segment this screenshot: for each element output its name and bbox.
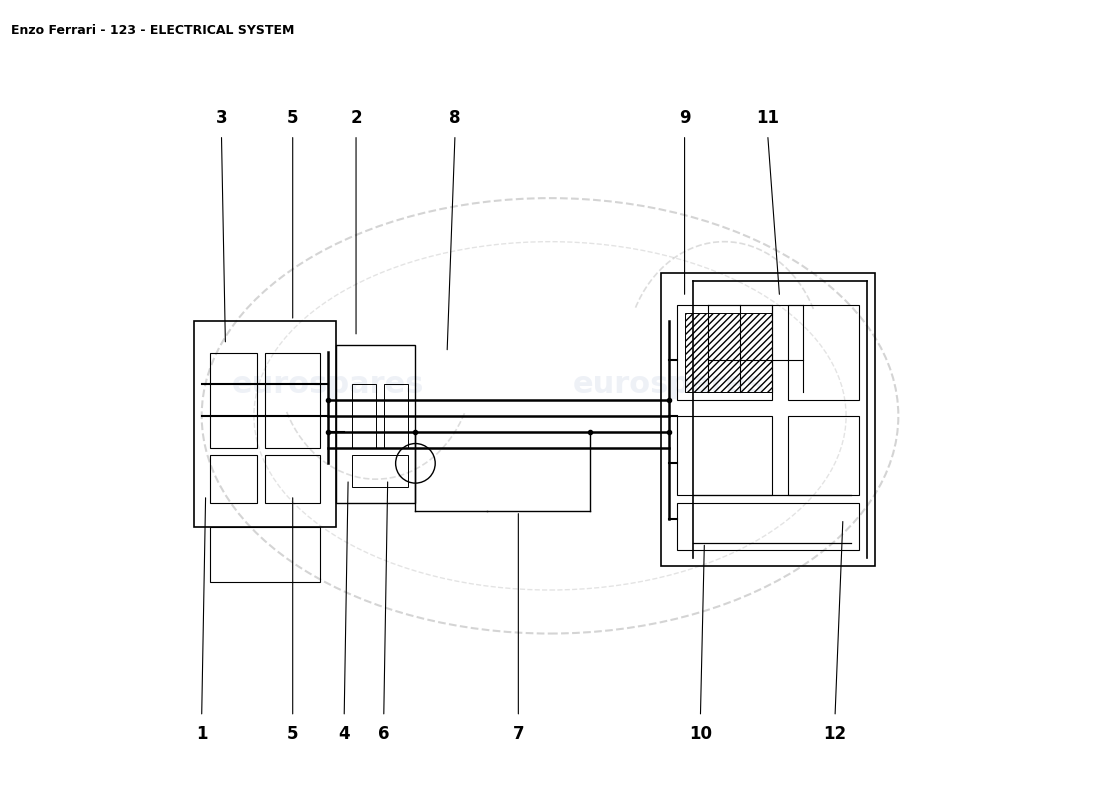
Text: 5: 5 bbox=[287, 725, 298, 742]
Text: 11: 11 bbox=[756, 109, 779, 127]
Text: 5: 5 bbox=[287, 109, 298, 127]
Text: 8: 8 bbox=[449, 109, 461, 127]
Text: 3: 3 bbox=[216, 109, 228, 127]
Text: Enzo Ferrari - 123 - ELECTRICAL SYSTEM: Enzo Ferrari - 123 - ELECTRICAL SYSTEM bbox=[11, 24, 295, 37]
Bar bbox=[265, 353, 320, 447]
Text: 4: 4 bbox=[339, 725, 350, 742]
Text: 2: 2 bbox=[350, 109, 362, 127]
Bar bbox=[210, 455, 257, 503]
Bar bbox=[352, 384, 376, 447]
Bar bbox=[210, 353, 257, 447]
Text: eurospares: eurospares bbox=[232, 370, 425, 398]
Bar bbox=[684, 313, 772, 392]
Text: 12: 12 bbox=[824, 725, 847, 742]
Text: 10: 10 bbox=[689, 725, 712, 742]
Bar bbox=[676, 305, 772, 400]
Bar bbox=[788, 305, 859, 400]
Bar bbox=[265, 455, 320, 503]
Text: 7: 7 bbox=[513, 725, 524, 742]
Text: 9: 9 bbox=[679, 109, 691, 127]
Bar bbox=[676, 416, 772, 495]
Text: 6: 6 bbox=[378, 725, 389, 742]
Bar bbox=[384, 384, 407, 447]
Bar bbox=[676, 503, 859, 550]
Bar bbox=[788, 416, 859, 495]
Text: 1: 1 bbox=[196, 725, 208, 742]
Bar bbox=[210, 526, 320, 582]
Text: eurospares: eurospares bbox=[572, 370, 764, 398]
Bar bbox=[352, 455, 407, 487]
